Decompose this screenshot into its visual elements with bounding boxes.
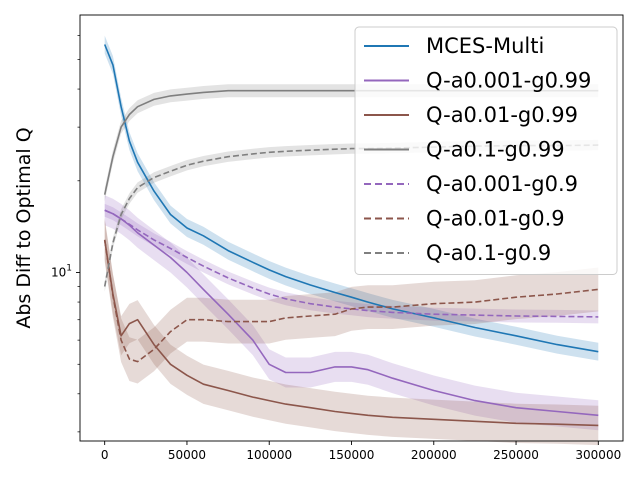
series-line-1 xyxy=(104,209,599,417)
series-line-5 xyxy=(103,239,599,363)
series-band-1 xyxy=(104,195,599,431)
legend-label: Q-a0.1-g0.9 xyxy=(426,241,551,265)
legend-label: MCES-Multi xyxy=(426,34,544,58)
x-tick-label: 300000 xyxy=(575,448,621,462)
y-axis-label: Abs Diff to Optimal Q xyxy=(13,127,35,328)
legend-label: Q-a0.001-g0.99 xyxy=(426,69,591,93)
series-band-2 xyxy=(104,220,599,446)
x-axis-ticks: 0 50000 100000 150000 200000 250000 300000 xyxy=(101,441,621,462)
series-band-0 xyxy=(104,35,599,361)
series-line-4 xyxy=(104,209,599,318)
x-tick-label: 100000 xyxy=(246,448,292,462)
x-tick-label: 150000 xyxy=(329,448,375,462)
x-tick-label: 50000 xyxy=(168,448,206,462)
y-axis-ticks: 101 xyxy=(51,35,80,433)
legend-label: Q-a0.001-g0.9 xyxy=(426,172,578,196)
series-line-0 xyxy=(103,44,599,353)
x-tick-label: 200000 xyxy=(411,448,457,462)
legend-box xyxy=(354,26,618,275)
series-band-4 xyxy=(104,203,599,324)
x-tick-label: 250000 xyxy=(493,448,539,462)
series-line-6 xyxy=(103,144,599,287)
legend-label: Q-a0.01-g0.99 xyxy=(426,103,578,127)
legend: MCES-Multi Q-a0.001-g0.99 Q-a0.01-g0.99 Q-a… xyxy=(354,26,618,275)
series-band-5 xyxy=(104,218,599,384)
x-tick-label: 0 xyxy=(101,448,109,462)
y-tick-label: 101 xyxy=(51,264,72,280)
series-line-2 xyxy=(103,239,599,427)
legend-label: Q-a0.01-g0.9 xyxy=(426,207,565,231)
legend-label: Q-a0.1-g0.99 xyxy=(426,138,565,162)
